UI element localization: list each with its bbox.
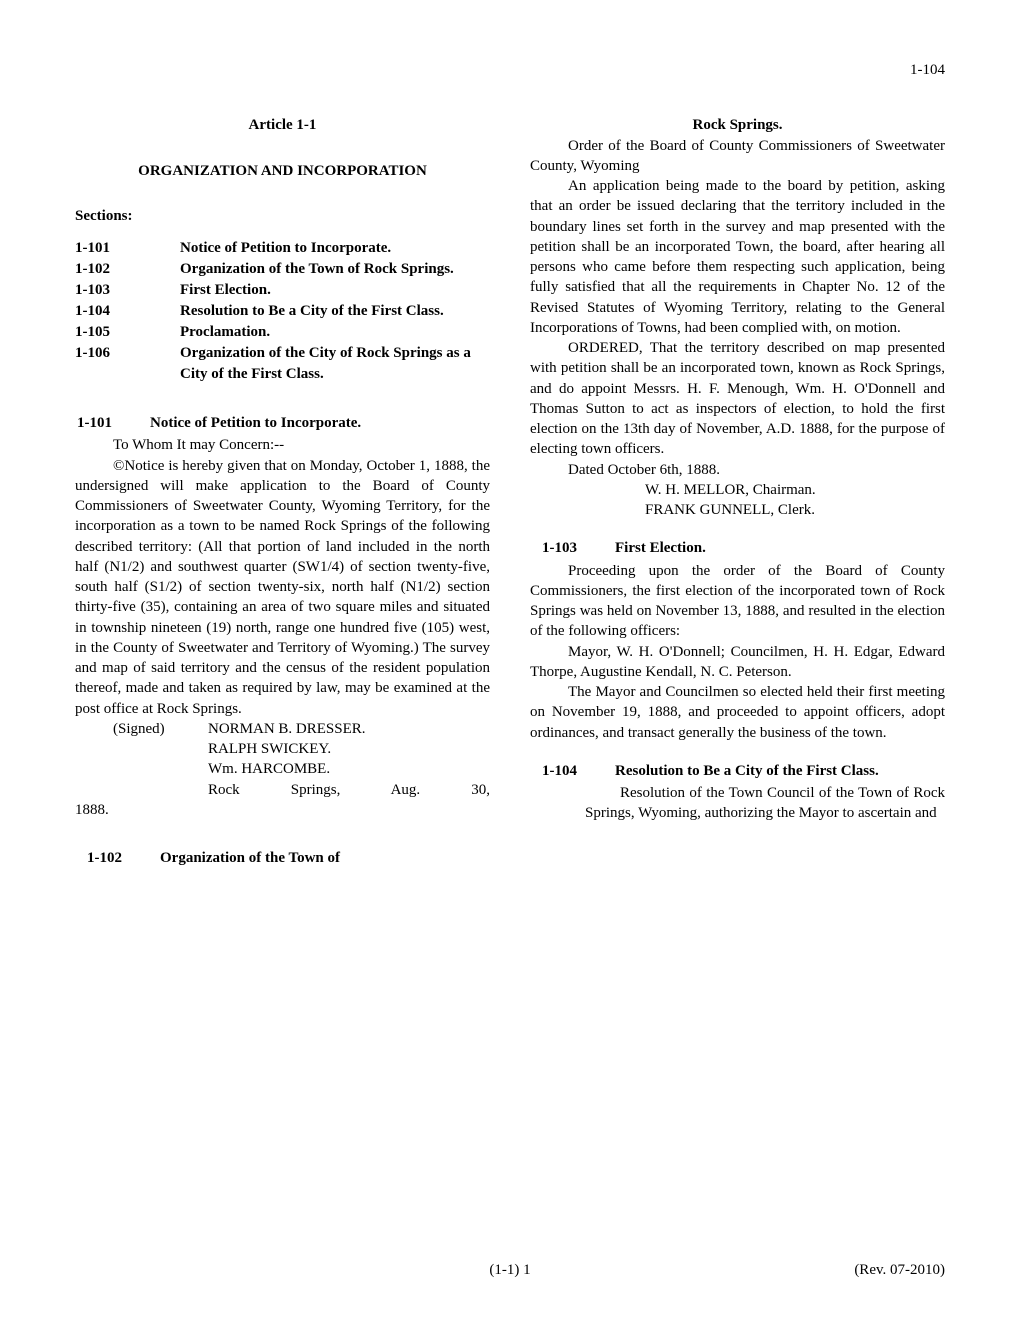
section-heading-102: 1-102 Organization of the Town of — [75, 848, 490, 868]
toc-num: 1-101 — [75, 238, 180, 259]
footer-page-number: (1-1) 1 — [489, 1260, 530, 1280]
section-title: First Election. — [615, 538, 945, 558]
toc-text: Resolution to Be a City of the First Cla… — [180, 301, 490, 322]
signed-label: (Signed) — [113, 719, 208, 739]
salutation: To Whom It may Concern:-- — [75, 435, 490, 455]
section-body: Mayor, W. H. O'Donnell; Councilmen, H. H… — [530, 642, 945, 683]
section-body: Proceeding upon the order of the Board o… — [530, 561, 945, 642]
two-column-layout: Article 1-1 ORGANIZATION AND INCORPORATI… — [75, 115, 945, 870]
signatory: RALPH SWICKEY. — [208, 739, 331, 759]
signatory: FRANK GUNNELL, Clerk. — [530, 500, 945, 520]
toc-item: 1-106 Organization of the City of Rock S… — [75, 343, 490, 385]
toc-item: 1-103 First Election. — [75, 280, 490, 301]
spacer — [113, 780, 208, 800]
toc-item: 1-101 Notice of Petition to Incorporate. — [75, 238, 490, 259]
page-header-ref: 1-104 — [75, 60, 945, 80]
section-body: ©Notice is hereby given that on Monday, … — [75, 456, 490, 719]
spacer — [113, 759, 208, 779]
table-of-contents: 1-101 Notice of Petition to Incorporate.… — [75, 238, 490, 385]
signatory: NORMAN B. DRESSER. — [208, 719, 366, 739]
section-heading-104: 1-104 Resolution to Be a City of the Fir… — [530, 761, 945, 781]
footer-revision: (Rev. 07-2010) — [854, 1260, 945, 1280]
sig-year: 1888. — [75, 800, 490, 820]
article-title: Article 1-1 — [75, 115, 490, 135]
toc-text: Notice of Petition to Incorporate. — [180, 238, 490, 259]
section-num: 1-101 — [75, 413, 150, 433]
toc-text: Proclamation. — [180, 322, 490, 343]
toc-item: 1-105 Proclamation. — [75, 322, 490, 343]
page-footer: (1-1) 1 (Rev. 07-2010) — [75, 1260, 945, 1280]
section-title: Organization of the Town of — [160, 848, 490, 868]
section-num: 1-102 — [75, 848, 160, 868]
organization-title: ORGANIZATION AND INCORPORATION — [75, 161, 490, 181]
toc-item: 1-102 Organization of the Town of Rock S… — [75, 259, 490, 280]
section-heading-103: 1-103 First Election. — [530, 538, 945, 558]
section-body: Resolution of the Town Council of the To… — [530, 783, 945, 824]
toc-text: Organization of the City of Rock Springs… — [180, 343, 490, 385]
section-body: Order of the Board of County Commissione… — [530, 136, 945, 177]
toc-num: 1-103 — [75, 280, 180, 301]
section-title-continued: Rock Springs. — [530, 115, 945, 135]
signature-line: RALPH SWICKEY. — [113, 739, 490, 759]
right-column: Rock Springs. Order of the Board of Coun… — [530, 115, 945, 870]
toc-num: 1-104 — [75, 301, 180, 322]
section-num: 1-103 — [530, 538, 615, 558]
sig-location: Rock Springs, Aug. 30, — [208, 780, 490, 800]
spacer — [113, 739, 208, 759]
section-num: 1-104 — [530, 761, 615, 781]
section-body: An application being made to the board b… — [530, 176, 945, 338]
signature-line: (Signed) NORMAN B. DRESSER. — [113, 719, 490, 739]
toc-num: 1-102 — [75, 259, 180, 280]
signature-line: Rock Springs, Aug. 30, — [113, 780, 490, 800]
section-body: The Mayor and Councilmen so elected held… — [530, 682, 945, 743]
section-body: ORDERED, That the territory described on… — [530, 338, 945, 460]
toc-num: 1-106 — [75, 343, 180, 385]
section-title: Notice of Petition to Incorporate. — [150, 413, 490, 433]
date-line: Dated October 6th, 1888. — [530, 460, 945, 480]
toc-num: 1-105 — [75, 322, 180, 343]
signatory: Wm. HARCOMBE. — [208, 759, 330, 779]
signature-block: (Signed) NORMAN B. DRESSER. RALPH SWICKE… — [75, 719, 490, 800]
signature-line: Wm. HARCOMBE. — [113, 759, 490, 779]
left-column: Article 1-1 ORGANIZATION AND INCORPORATI… — [75, 115, 490, 870]
toc-item: 1-104 Resolution to Be a City of the Fir… — [75, 301, 490, 322]
signatory: W. H. MELLOR, Chairman. — [530, 480, 945, 500]
section-heading-101: 1-101 Notice of Petition to Incorporate. — [75, 413, 490, 433]
toc-text: First Election. — [180, 280, 490, 301]
toc-text: Organization of the Town of Rock Springs… — [180, 259, 490, 280]
section-title: Resolution to Be a City of the First Cla… — [615, 761, 945, 781]
sections-label: Sections: — [75, 206, 490, 226]
